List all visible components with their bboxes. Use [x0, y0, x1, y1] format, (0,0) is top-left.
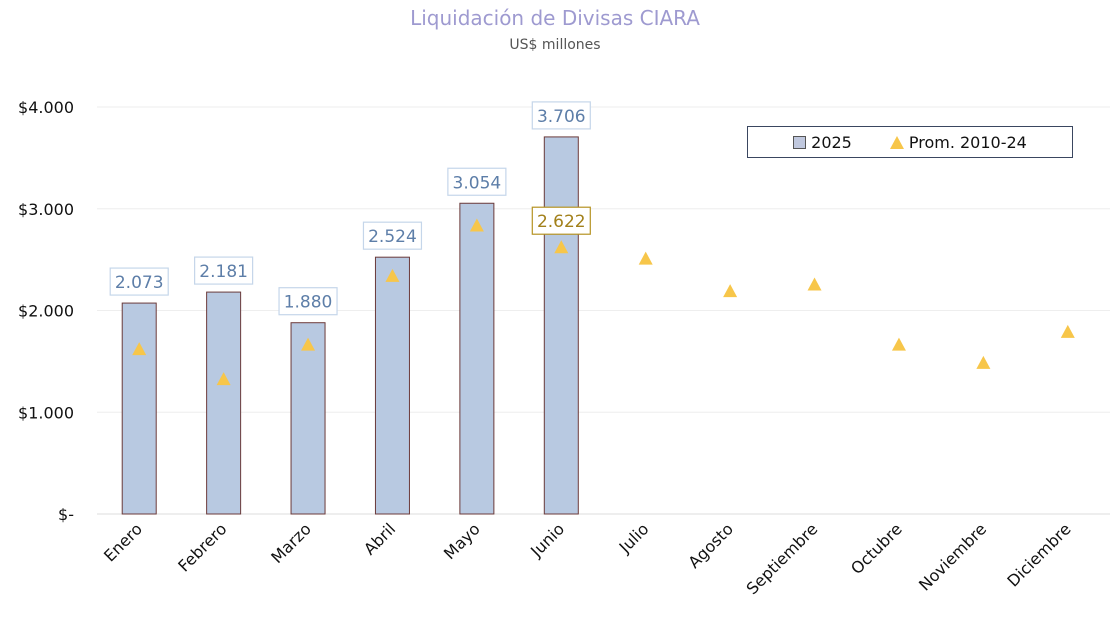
x-tick-label: Enero: [100, 519, 146, 565]
avg-marker-diciembre: [1060, 324, 1075, 338]
avg-marker-octubre: [891, 337, 906, 351]
y-tick-label: $4.000: [18, 98, 74, 117]
bar-enero: [121, 302, 157, 515]
avg-marker-mayo: [469, 218, 484, 232]
data-label: 3.706: [537, 107, 586, 127]
x-tick-label: Mayo: [440, 519, 484, 563]
avg-marker-enero: [132, 342, 147, 356]
y-tick-label: $-: [58, 505, 74, 524]
data-label: 2.073: [115, 273, 164, 293]
data-label-box: [109, 267, 169, 296]
y-tick-label: $2.000: [18, 302, 74, 321]
avg-data-label-box: [531, 206, 591, 235]
x-tick-label: Diciembre: [1003, 519, 1074, 590]
legend-label: Prom. 2010-24: [908, 132, 1027, 152]
avg-marker-abril: [385, 268, 400, 282]
bar-mayo: [459, 202, 495, 515]
avg-marker-septiembre: [807, 277, 822, 291]
x-tick-label: Febrero: [174, 519, 230, 575]
avg-marker-noviembre: [976, 355, 991, 369]
x-tick-label: Agosto: [684, 519, 737, 572]
avg-marker-febrero: [216, 372, 231, 386]
avg-data-label: 2.622: [537, 212, 586, 232]
x-tick-label: Marzo: [267, 519, 315, 567]
data-label: 1.880: [284, 293, 333, 313]
bar-junio: [543, 136, 579, 515]
legend-swatch-triangle-icon: [889, 135, 904, 149]
bar-marzo: [290, 322, 326, 515]
data-label-box: [447, 167, 507, 196]
bar-febrero: [206, 291, 242, 515]
x-tick-label: Julio: [615, 519, 653, 557]
avg-marker-agosto: [723, 284, 738, 298]
x-tick-label: Octubre: [847, 519, 906, 578]
avg-marker-marzo: [301, 337, 316, 351]
x-tick-label: Noviembre: [915, 519, 990, 594]
data-label: 2.524: [368, 227, 417, 247]
data-label-box: [194, 256, 254, 285]
avg-marker-julio: [638, 251, 653, 265]
chart-title: Liquidación de Divisas CIARA: [410, 6, 700, 30]
data-label-box: [278, 287, 338, 316]
x-tick-label: Junio: [526, 519, 568, 561]
y-tick-label: $1.000: [18, 403, 74, 422]
x-tick-label: Abril: [360, 519, 399, 558]
bar-abril: [374, 256, 410, 515]
data-label: 2.181: [199, 262, 248, 282]
x-tick-label: Septiembre: [743, 519, 822, 598]
y-tick-label: $3.000: [18, 200, 74, 219]
chart-subtitle: US$ millones: [509, 37, 601, 53]
legend-item-average: Prom. 2010-24: [889, 132, 1027, 152]
legend: 2025 Prom. 2010-24: [747, 126, 1073, 158]
legend-item-2025: 2025: [793, 133, 852, 152]
avg-marker-junio: [554, 240, 569, 254]
legend-swatch-bar: [793, 135, 807, 149]
data-label: 3.054: [453, 173, 502, 193]
data-label-box: [362, 221, 423, 250]
data-label-box: [531, 101, 591, 130]
legend-label: 2025: [811, 132, 852, 152]
